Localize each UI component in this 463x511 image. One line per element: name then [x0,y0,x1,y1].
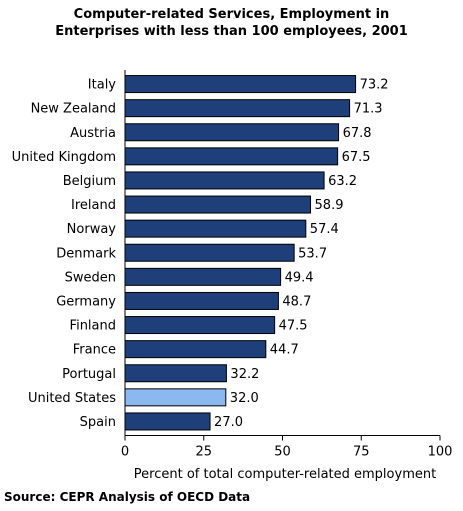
bar [124,195,312,214]
bar-chart: Italy 73.2 New Zealand 71.3 Austria 67.8 Unite… [12,70,453,482]
bar [124,291,279,310]
data-label: 27.0 [214,415,243,430]
category-label: Norway [67,222,117,237]
x-tick-label: 75 [353,445,370,460]
chart-title-line-2: Enterprises with less than 100 employees… [55,24,408,39]
category-label: Italy [88,78,117,93]
data-label: 67.8 [343,126,372,141]
data-label: 32.0 [230,391,259,406]
category-label: Denmark [56,246,116,261]
x-tick-label: 50 [274,445,291,460]
category-label: United Kingdom [12,150,116,165]
category-label: France [73,343,116,358]
data-label: 63.2 [328,174,357,189]
bar [124,340,267,359]
category-label: Spain [80,415,116,430]
category-label: Austria [70,126,116,141]
category-label: Portugal [62,367,116,382]
data-label: 49.4 [285,270,314,285]
bar [124,412,211,431]
data-label: 71.3 [354,102,383,117]
bar [124,267,282,286]
data-label: 48.7 [282,294,311,309]
bar [124,316,276,335]
bar [124,123,340,142]
data-label: 67.5 [342,150,371,165]
source-note: Source: CEPR Analysis of OECD Data [4,490,251,504]
bar [124,364,227,383]
category-label: New Zealand [31,102,116,117]
data-label: 57.4 [310,222,339,237]
x-tick-label: 25 [195,445,212,460]
chart-title-line-1: Computer-related Services, Employment in [73,7,390,22]
data-label: 58.9 [315,198,344,213]
category-label: Sweden [65,270,116,285]
category-label: Finland [70,319,116,334]
data-label: 53.7 [298,246,327,261]
x-tick-label: 0 [121,445,129,460]
category-label: Ireland [71,198,116,213]
x-tick-label: 100 [428,445,453,460]
bar [124,219,307,238]
bar [124,147,339,166]
category-label: Belgium [63,174,116,189]
category-label: Germany [56,294,116,309]
bar [124,243,295,262]
data-label: 73.2 [360,78,389,93]
bar [124,75,357,94]
bars-layer: Italy 73.2 New Zealand 71.3 Austria 67.8 Unite… [12,75,389,431]
bar [124,99,351,118]
bar [124,171,325,190]
data-label: 32.2 [230,367,259,382]
x-axis-title: Percent of total computer-related employ… [134,467,436,482]
bar [124,388,227,407]
data-label: 44.7 [270,343,299,358]
chart-title: Computer-related Services, Employment in… [0,6,463,40]
category-label: United States [28,391,116,406]
x-axis: 0 25 50 75 100 [121,70,453,460]
data-label: 47.5 [279,319,308,334]
